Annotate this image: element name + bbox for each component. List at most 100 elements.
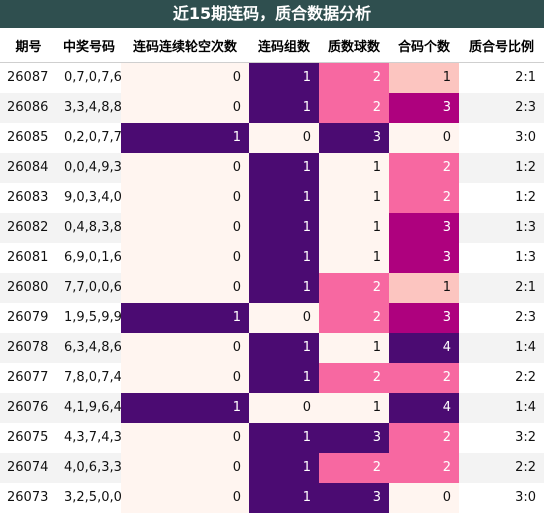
cell-groups: 1: [249, 362, 319, 393]
analysis-table: 期号 中奖号码 连码连续轮空次数 连码组数 质数球数 合码个数 质合号比例 26…: [0, 28, 544, 513]
cell-ratio: 1:4: [459, 392, 544, 423]
cell-ratio: 3:0: [459, 482, 544, 513]
cell-skip: 1: [121, 302, 249, 333]
cell-ratio: 2:3: [459, 92, 544, 123]
cell-groups: 1: [249, 92, 319, 123]
cell-numbers: 9,0,3,4,0: [57, 182, 121, 213]
cell-prime: 1: [319, 242, 389, 273]
cell-composite: 3: [389, 242, 459, 273]
cell-composite: 2: [389, 362, 459, 393]
cell-period: 26083: [0, 182, 57, 213]
cell-groups: 0: [249, 302, 319, 333]
cell-numbers: 0,2,0,7,7: [57, 122, 121, 153]
table-row: 26073 3,2,5,0,0 0 1 3 0 3:0: [0, 482, 544, 513]
cell-ratio: 2:1: [459, 62, 544, 93]
cell-numbers: 4,3,7,4,3: [57, 422, 121, 453]
cell-numbers: 0,4,8,3,8: [57, 212, 121, 243]
cell-ratio: 1:3: [459, 242, 544, 273]
cell-skip: 0: [121, 212, 249, 243]
cell-period: 26077: [0, 362, 57, 393]
table-row: 26076 4,1,9,6,4 1 0 1 4 1:4: [0, 392, 544, 423]
cell-period: 26075: [0, 422, 57, 453]
cell-prime: 2: [319, 452, 389, 483]
cell-prime: 3: [319, 422, 389, 453]
cell-composite: 0: [389, 482, 459, 513]
cell-prime: 1: [319, 212, 389, 243]
cell-numbers: 0,0,4,9,3: [57, 152, 121, 183]
cell-composite: 2: [389, 422, 459, 453]
cell-numbers: 3,3,4,8,8: [57, 92, 121, 123]
cell-composite: 0: [389, 122, 459, 153]
cell-skip: 0: [121, 242, 249, 273]
cell-prime: 1: [319, 392, 389, 423]
cell-groups: 1: [249, 452, 319, 483]
cell-composite: 4: [389, 332, 459, 363]
cell-numbers: 4,0,6,3,3: [57, 452, 121, 483]
table-row: 26085 0,2,0,7,7 1 0 3 0 3:0: [0, 122, 544, 153]
cell-ratio: 1:4: [459, 332, 544, 363]
header-ratio: 质合号比例: [459, 28, 544, 63]
cell-groups: 0: [249, 122, 319, 153]
cell-groups: 1: [249, 272, 319, 303]
header-composite: 合码个数: [389, 28, 459, 63]
cell-period: 26081: [0, 242, 57, 273]
cell-groups: 1: [249, 182, 319, 213]
cell-skip: 0: [121, 182, 249, 213]
cell-composite: 3: [389, 302, 459, 333]
cell-groups: 1: [249, 212, 319, 243]
header-groups: 连码组数: [249, 28, 319, 63]
cell-period: 26076: [0, 392, 57, 423]
cell-skip: 0: [121, 422, 249, 453]
cell-ratio: 2:2: [459, 452, 544, 483]
table-row: 26086 3,3,4,8,8 0 1 2 3 2:3: [0, 92, 544, 123]
table-row: 26075 4,3,7,4,3 0 1 3 2 3:2: [0, 422, 544, 453]
cell-skip: 0: [121, 62, 249, 93]
table-row: 26081 6,9,0,1,6 0 1 1 3 1:3: [0, 242, 544, 273]
cell-prime: 1: [319, 152, 389, 183]
table-row: 26087 0,7,0,7,6 0 1 2 1 2:1: [0, 62, 544, 93]
cell-composite: 1: [389, 272, 459, 303]
cell-composite: 3: [389, 212, 459, 243]
cell-ratio: 2:2: [459, 362, 544, 393]
cell-numbers: 4,1,9,6,4: [57, 392, 121, 423]
cell-prime: 2: [319, 302, 389, 333]
table-row: 26078 6,3,4,8,6 0 1 1 4 1:4: [0, 332, 544, 363]
table-row: 26074 4,0,6,3,3 0 1 2 2 2:2: [0, 452, 544, 483]
cell-prime: 2: [319, 92, 389, 123]
table-row: 26084 0,0,4,9,3 0 1 1 2 1:2: [0, 152, 544, 183]
cell-numbers: 7,7,0,0,6: [57, 272, 121, 303]
cell-ratio: 1:3: [459, 212, 544, 243]
cell-ratio: 2:3: [459, 302, 544, 333]
cell-groups: 1: [249, 242, 319, 273]
cell-ratio: 1:2: [459, 182, 544, 213]
header-row: 期号 中奖号码 连码连续轮空次数 连码组数 质数球数 合码个数 质合号比例: [0, 28, 544, 63]
cell-groups: 1: [249, 482, 319, 513]
cell-skip: 0: [121, 482, 249, 513]
cell-composite: 3: [389, 92, 459, 123]
cell-groups: 1: [249, 422, 319, 453]
cell-prime: 3: [319, 482, 389, 513]
cell-period: 26084: [0, 152, 57, 183]
cell-numbers: 7,8,0,7,4: [57, 362, 121, 393]
cell-prime: 1: [319, 332, 389, 363]
cell-composite: 1: [389, 62, 459, 93]
table-row: 26083 9,0,3,4,0 0 1 1 2 1:2: [0, 182, 544, 213]
cell-groups: 1: [249, 62, 319, 93]
cell-prime: 2: [319, 272, 389, 303]
cell-skip: 0: [121, 152, 249, 183]
cell-period: 26080: [0, 272, 57, 303]
cell-groups: 1: [249, 332, 319, 363]
cell-ratio: 2:1: [459, 272, 544, 303]
header-skip: 连码连续轮空次数: [121, 28, 249, 63]
cell-ratio: 1:2: [459, 152, 544, 183]
cell-numbers: 6,9,0,1,6: [57, 242, 121, 273]
cell-period: 26079: [0, 302, 57, 333]
cell-groups: 0: [249, 392, 319, 423]
cell-numbers: 3,2,5,0,0: [57, 482, 121, 513]
cell-skip: 1: [121, 122, 249, 153]
cell-numbers: 0,7,0,7,6: [57, 62, 121, 93]
cell-numbers: 1,9,5,9,9: [57, 302, 121, 333]
cell-prime: 2: [319, 62, 389, 93]
table-row: 26080 7,7,0,0,6 0 1 2 1 2:1: [0, 272, 544, 303]
cell-skip: 0: [121, 272, 249, 303]
